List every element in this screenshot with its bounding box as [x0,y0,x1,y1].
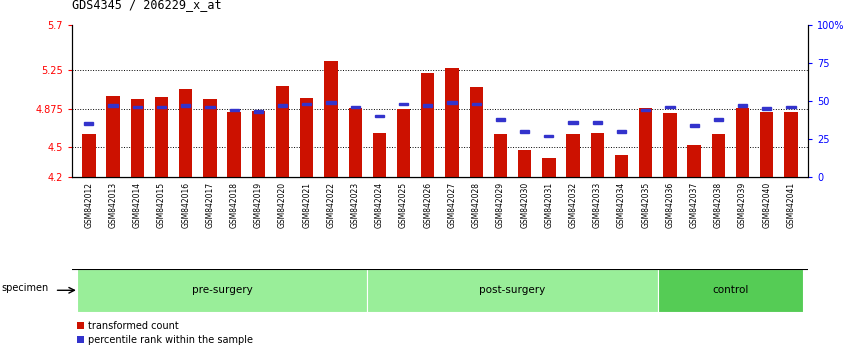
Text: GSM842030: GSM842030 [520,182,529,228]
Text: pre-surgery: pre-surgery [192,285,252,295]
Bar [544,135,553,137]
Bar [77,269,367,312]
Text: GSM842031: GSM842031 [544,182,553,228]
Text: GSM842032: GSM842032 [569,182,578,228]
Bar [155,97,168,177]
Bar [762,107,772,110]
Bar [738,104,747,107]
Bar [658,269,803,312]
Bar [85,122,93,125]
Legend: transformed count, percentile rank within the sample: transformed count, percentile rank withi… [77,321,254,345]
Text: GSM842015: GSM842015 [157,182,166,228]
Text: GSM842041: GSM842041 [787,182,795,228]
Text: post-surgery: post-surgery [480,285,546,295]
Bar [327,101,336,104]
Bar [107,96,120,177]
Bar [617,130,626,133]
Bar [349,108,362,177]
Bar [760,112,773,177]
Bar [229,109,239,112]
Bar [663,113,677,177]
Bar [130,99,144,177]
Text: GSM842038: GSM842038 [714,182,722,228]
Bar [254,110,263,113]
Bar [399,103,409,105]
Text: GDS4345 / 206229_x_at: GDS4345 / 206229_x_at [72,0,222,11]
Bar [324,61,338,177]
Bar [82,135,96,177]
Bar [615,155,629,177]
Bar [300,98,313,177]
Bar [108,104,118,107]
Text: GSM842014: GSM842014 [133,182,142,228]
Text: GSM842039: GSM842039 [738,182,747,228]
Text: GSM842036: GSM842036 [666,182,674,228]
Bar [569,121,578,124]
Bar [689,124,699,127]
Text: GSM842019: GSM842019 [254,182,263,228]
Bar [157,105,166,108]
Bar [471,103,481,105]
Bar [206,105,215,108]
Bar [567,135,580,177]
Bar [251,111,265,177]
Text: GSM842033: GSM842033 [593,182,602,228]
Text: control: control [712,285,749,295]
Text: GSM842020: GSM842020 [278,182,287,228]
Bar [423,104,432,107]
Bar [714,118,723,120]
Bar [542,158,556,177]
Text: GSM842016: GSM842016 [181,182,190,228]
Text: GSM842023: GSM842023 [351,182,360,228]
Bar [350,105,360,108]
Bar [302,103,311,105]
Bar [421,74,435,177]
Text: GSM842034: GSM842034 [617,182,626,228]
Bar [711,135,725,177]
Bar [496,118,505,120]
Text: GSM842025: GSM842025 [399,182,408,228]
Text: GSM842024: GSM842024 [375,182,384,228]
Text: GSM842037: GSM842037 [689,182,699,228]
Text: GSM842021: GSM842021 [302,182,311,228]
Bar [641,109,651,112]
Text: GSM842028: GSM842028 [472,182,481,228]
Bar [397,109,410,177]
Text: GSM842026: GSM842026 [423,182,432,228]
Text: GSM842013: GSM842013 [108,182,118,228]
Bar [367,269,658,312]
Bar [639,108,652,177]
Bar [494,135,507,177]
Bar [375,115,384,118]
Bar [591,133,604,177]
Bar [787,105,795,108]
Text: GSM842022: GSM842022 [327,182,336,228]
Bar [518,150,531,177]
Bar [665,105,674,108]
Text: GSM842040: GSM842040 [762,182,772,228]
Bar [373,133,386,177]
Bar [520,130,530,133]
Bar [736,108,750,177]
Bar [445,68,459,177]
Text: GSM842018: GSM842018 [229,182,239,228]
Text: GSM842029: GSM842029 [496,182,505,228]
Bar [228,112,241,177]
Bar [470,87,483,177]
Bar [203,99,217,177]
Text: specimen: specimen [2,283,49,293]
Text: GSM842017: GSM842017 [206,182,214,228]
Bar [133,105,142,108]
Text: GSM842035: GSM842035 [641,182,651,228]
Bar [448,101,457,104]
Bar [688,144,700,177]
Bar [784,112,798,177]
Text: GSM842027: GSM842027 [448,182,457,228]
Bar [179,89,192,177]
Bar [276,86,289,177]
Bar [278,104,287,107]
Text: GSM842012: GSM842012 [85,182,93,228]
Bar [593,121,602,124]
Bar [181,104,190,107]
